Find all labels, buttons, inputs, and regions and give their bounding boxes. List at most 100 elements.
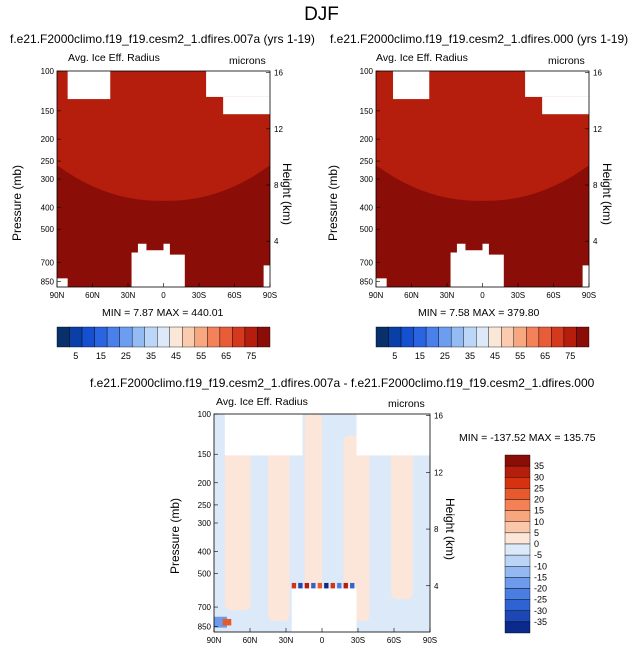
colorbar-box [551, 326, 565, 348]
anomaly-speck [311, 582, 316, 589]
case-title-1: f.e21.F2000climo.f19_f19.cesm2_1.dfires.… [10, 32, 315, 46]
anomaly-speck [317, 582, 322, 589]
case-title-3: f.e21.F2000climo.f19_f19.cesm2_1.dfires.… [90, 376, 595, 390]
x-tick-label: 60N [85, 291, 100, 300]
colorbar-label: 25 [121, 351, 131, 361]
right-string-3: microns [388, 398, 425, 410]
y-tick-label: 300 [360, 175, 374, 184]
x-tick-label: 30S [351, 636, 365, 645]
minmax-2: MIN = 7.58 MAX = 379.80 [418, 307, 540, 319]
y-tick-label: 200 [360, 135, 374, 144]
x-tick-label: 90N [207, 636, 222, 645]
x-tick-label: 90N [369, 291, 384, 300]
colorbar-box [207, 326, 221, 348]
y-tick-label: 300 [41, 175, 55, 184]
topography-mask [582, 265, 589, 287]
anomaly-speck [298, 582, 303, 589]
colorbar-box [94, 326, 108, 348]
colorbar-label: 35 [146, 351, 156, 361]
contour-band [57, 71, 270, 201]
x-tick-label: 0 [480, 291, 485, 300]
y-tick-label: 250 [41, 157, 55, 166]
x-tick-label: 30N [121, 291, 136, 300]
colorbar-label: -10 [534, 561, 547, 571]
colorbar-label: 0 [534, 539, 539, 549]
colorbar-box [504, 599, 531, 611]
colorbar-box [513, 326, 527, 348]
missing-region [224, 414, 303, 456]
colorbar-box [504, 499, 531, 511]
left-string-1: Avg. Ice Eff. Radius [68, 52, 160, 64]
colorbar-label: 30 [534, 472, 544, 482]
case-title-2: f.e21.F2000climo.f19_f19.cesm2_1.dfires.… [330, 32, 629, 46]
colorbar-box [388, 326, 402, 348]
minmax-3: MIN = -137.52 MAX = 135.75 [459, 432, 596, 444]
y-tick-label: 200 [41, 135, 55, 144]
colorbar-label: 20 [534, 495, 544, 505]
missing-region [542, 96, 589, 115]
missing-region [206, 71, 270, 97]
y-tick-label: 850 [41, 277, 55, 286]
colorbar-box [425, 326, 439, 348]
missing-region [223, 96, 270, 115]
colorbar-label: 35 [534, 461, 544, 471]
topography-mask [57, 278, 68, 287]
y-tick-label: 200 [198, 479, 212, 488]
y-tick-label: 500 [360, 225, 374, 234]
colorbar-box [450, 326, 464, 348]
colorbar-box [81, 326, 95, 348]
left-string-2: Avg. Ice Eff. Radius [376, 52, 468, 64]
plot-area-1 [56, 70, 271, 288]
x-tick-label: 30S [511, 291, 525, 300]
topography-mask [450, 243, 504, 287]
colorbar-label: -35 [534, 617, 547, 627]
colorbar-label: 45 [490, 351, 500, 361]
colorbar-box [257, 326, 271, 348]
y-tick-label: 100 [360, 67, 374, 76]
colorbar-box [504, 532, 531, 545]
missing-region [525, 71, 589, 97]
anomaly-patch [343, 435, 370, 622]
colorbar-label: 35 [465, 351, 475, 361]
y-right-tick-label: 8 [434, 525, 439, 534]
x-tick-label: 30N [279, 636, 294, 645]
y-tick-label: 150 [41, 107, 55, 116]
colorbar-label: 65 [540, 351, 550, 361]
colorbar-box [400, 326, 414, 348]
anomaly-patch [268, 424, 290, 622]
colorbar-box [504, 566, 531, 578]
anomaly-speck [337, 582, 342, 589]
colorbar-box [504, 543, 531, 556]
colorbar-box [563, 326, 577, 348]
y-right-tick-label: 8 [274, 181, 279, 190]
colorbar-box [56, 326, 70, 348]
colorbar-box [131, 326, 145, 348]
colorbar-box [463, 326, 477, 348]
colorbar-label: -20 [534, 584, 547, 594]
colorbar-label: 25 [440, 351, 450, 361]
colorbar-box [144, 326, 158, 348]
topography-mask [291, 588, 357, 632]
colorbar-label: 15 [415, 351, 425, 361]
y-tick-label: 400 [41, 203, 55, 212]
y-right-tick-label: 8 [593, 181, 598, 190]
anomaly-patch [391, 446, 413, 600]
anomaly-speck [330, 582, 335, 589]
right-string-1: microns [229, 55, 266, 67]
y-tick-label: 400 [198, 548, 212, 557]
colorbar-box [219, 326, 233, 348]
missing-region [67, 71, 111, 100]
right-string-2: microns [548, 55, 585, 67]
y-right-tick-label: 16 [593, 69, 602, 78]
topography-mask [131, 243, 185, 287]
missing-region [393, 71, 430, 100]
y-right-tick-label: 4 [434, 582, 439, 591]
colorbar-box [232, 326, 246, 348]
y-right-tick-label: 12 [434, 468, 443, 477]
y-tick-label: 400 [360, 203, 374, 212]
minmax-1: MIN = 7.87 MAX = 440.01 [102, 307, 224, 319]
anomaly-patch [224, 435, 251, 611]
anomaly-speck [343, 582, 348, 589]
colorbar-label: 5 [73, 351, 78, 361]
